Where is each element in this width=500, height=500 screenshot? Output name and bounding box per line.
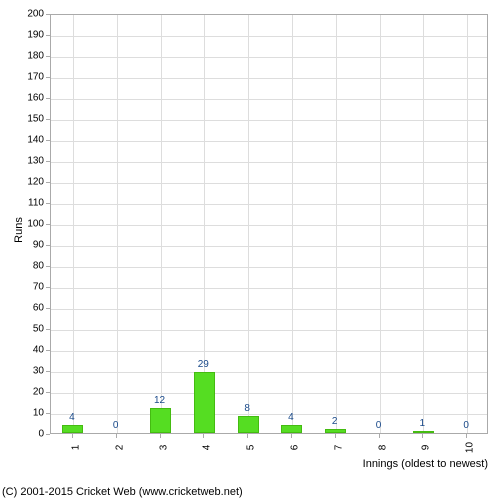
y-tick-label: 90 <box>33 240 44 251</box>
y-tick-mark <box>46 182 50 183</box>
y-tick-label: 160 <box>27 93 44 104</box>
y-tick-label: 200 <box>27 9 44 20</box>
y-tick-mark <box>46 203 50 204</box>
x-tick-mark <box>291 434 292 438</box>
y-tick-label: 40 <box>33 345 44 356</box>
y-tick-label: 150 <box>27 114 44 125</box>
y-tick-label: 0 <box>38 429 44 440</box>
y-tick-label: 50 <box>33 324 44 335</box>
bar <box>62 425 83 433</box>
bar <box>194 372 215 433</box>
bar-value-label: 0 <box>376 420 382 431</box>
y-tick-mark <box>46 287 50 288</box>
gridline-vertical <box>161 15 162 433</box>
y-tick-label: 130 <box>27 156 44 167</box>
bar-value-label: 2 <box>332 416 338 427</box>
x-tick-mark <box>422 434 423 438</box>
x-tick-mark <box>116 434 117 438</box>
y-tick-mark <box>46 35 50 36</box>
x-tick-mark <box>203 434 204 438</box>
bar <box>238 416 259 433</box>
gridline-vertical <box>336 15 337 433</box>
bar <box>325 429 346 433</box>
x-tick-label: 7 <box>333 445 344 451</box>
bar-value-label: 0 <box>463 420 469 431</box>
y-axis-title: Runs <box>13 217 25 243</box>
y-tick-mark <box>46 56 50 57</box>
gridline-vertical <box>423 15 424 433</box>
gridline-vertical <box>73 15 74 433</box>
x-tick-mark <box>335 434 336 438</box>
bar-value-label: 8 <box>244 403 250 414</box>
x-tick-label: 9 <box>421 445 432 451</box>
y-tick-mark <box>46 350 50 351</box>
bar-value-label: 0 <box>113 420 119 431</box>
bar-value-label: 4 <box>69 412 75 423</box>
y-tick-label: 60 <box>33 303 44 314</box>
bar <box>281 425 302 433</box>
y-tick-label: 80 <box>33 261 44 272</box>
y-tick-label: 10 <box>33 408 44 419</box>
y-tick-mark <box>46 98 50 99</box>
x-tick-label: 3 <box>158 445 169 451</box>
y-tick-mark <box>46 329 50 330</box>
y-tick-mark <box>46 77 50 78</box>
y-tick-label: 100 <box>27 219 44 230</box>
x-tick-label: 8 <box>377 445 388 451</box>
gridline-vertical <box>467 15 468 433</box>
y-tick-mark <box>46 119 50 120</box>
x-tick-label: 4 <box>202 445 213 451</box>
x-axis-title: Innings (oldest to newest) <box>363 458 488 470</box>
chart-container: Runs Innings (oldest to newest) (C) 2001… <box>0 0 500 500</box>
copyright-text: (C) 2001-2015 Cricket Web (www.cricketwe… <box>2 486 243 498</box>
y-tick-mark <box>46 434 50 435</box>
gridline-vertical <box>117 15 118 433</box>
y-tick-label: 180 <box>27 51 44 62</box>
y-tick-label: 170 <box>27 72 44 83</box>
y-tick-label: 20 <box>33 387 44 398</box>
y-tick-label: 190 <box>27 30 44 41</box>
x-tick-mark <box>466 434 467 438</box>
y-tick-mark <box>46 392 50 393</box>
y-tick-mark <box>46 308 50 309</box>
bar-value-label: 4 <box>288 412 294 423</box>
y-tick-label: 120 <box>27 177 44 188</box>
y-tick-label: 70 <box>33 282 44 293</box>
y-tick-mark <box>46 14 50 15</box>
y-tick-mark <box>46 224 50 225</box>
y-tick-label: 30 <box>33 366 44 377</box>
y-tick-label: 140 <box>27 135 44 146</box>
bar <box>150 408 171 433</box>
plot-area <box>50 14 488 434</box>
x-tick-mark <box>160 434 161 438</box>
y-tick-mark <box>46 161 50 162</box>
gridline-vertical <box>380 15 381 433</box>
gridline-vertical <box>292 15 293 433</box>
x-tick-label: 5 <box>246 445 257 451</box>
bar <box>413 431 434 433</box>
y-tick-mark <box>46 245 50 246</box>
y-tick-mark <box>46 140 50 141</box>
x-tick-label: 6 <box>289 445 300 451</box>
x-tick-mark <box>247 434 248 438</box>
y-tick-mark <box>46 371 50 372</box>
x-tick-mark <box>379 434 380 438</box>
bar-value-label: 1 <box>420 418 426 429</box>
x-tick-mark <box>72 434 73 438</box>
bar-value-label: 12 <box>154 395 165 406</box>
y-tick-mark <box>46 266 50 267</box>
x-tick-label: 1 <box>70 445 81 451</box>
x-tick-label: 10 <box>465 442 476 453</box>
y-tick-mark <box>46 413 50 414</box>
y-tick-label: 110 <box>28 198 44 209</box>
x-tick-label: 2 <box>114 445 125 451</box>
bar-value-label: 29 <box>198 359 209 370</box>
gridline-vertical <box>248 15 249 433</box>
gridline-vertical <box>204 15 205 433</box>
